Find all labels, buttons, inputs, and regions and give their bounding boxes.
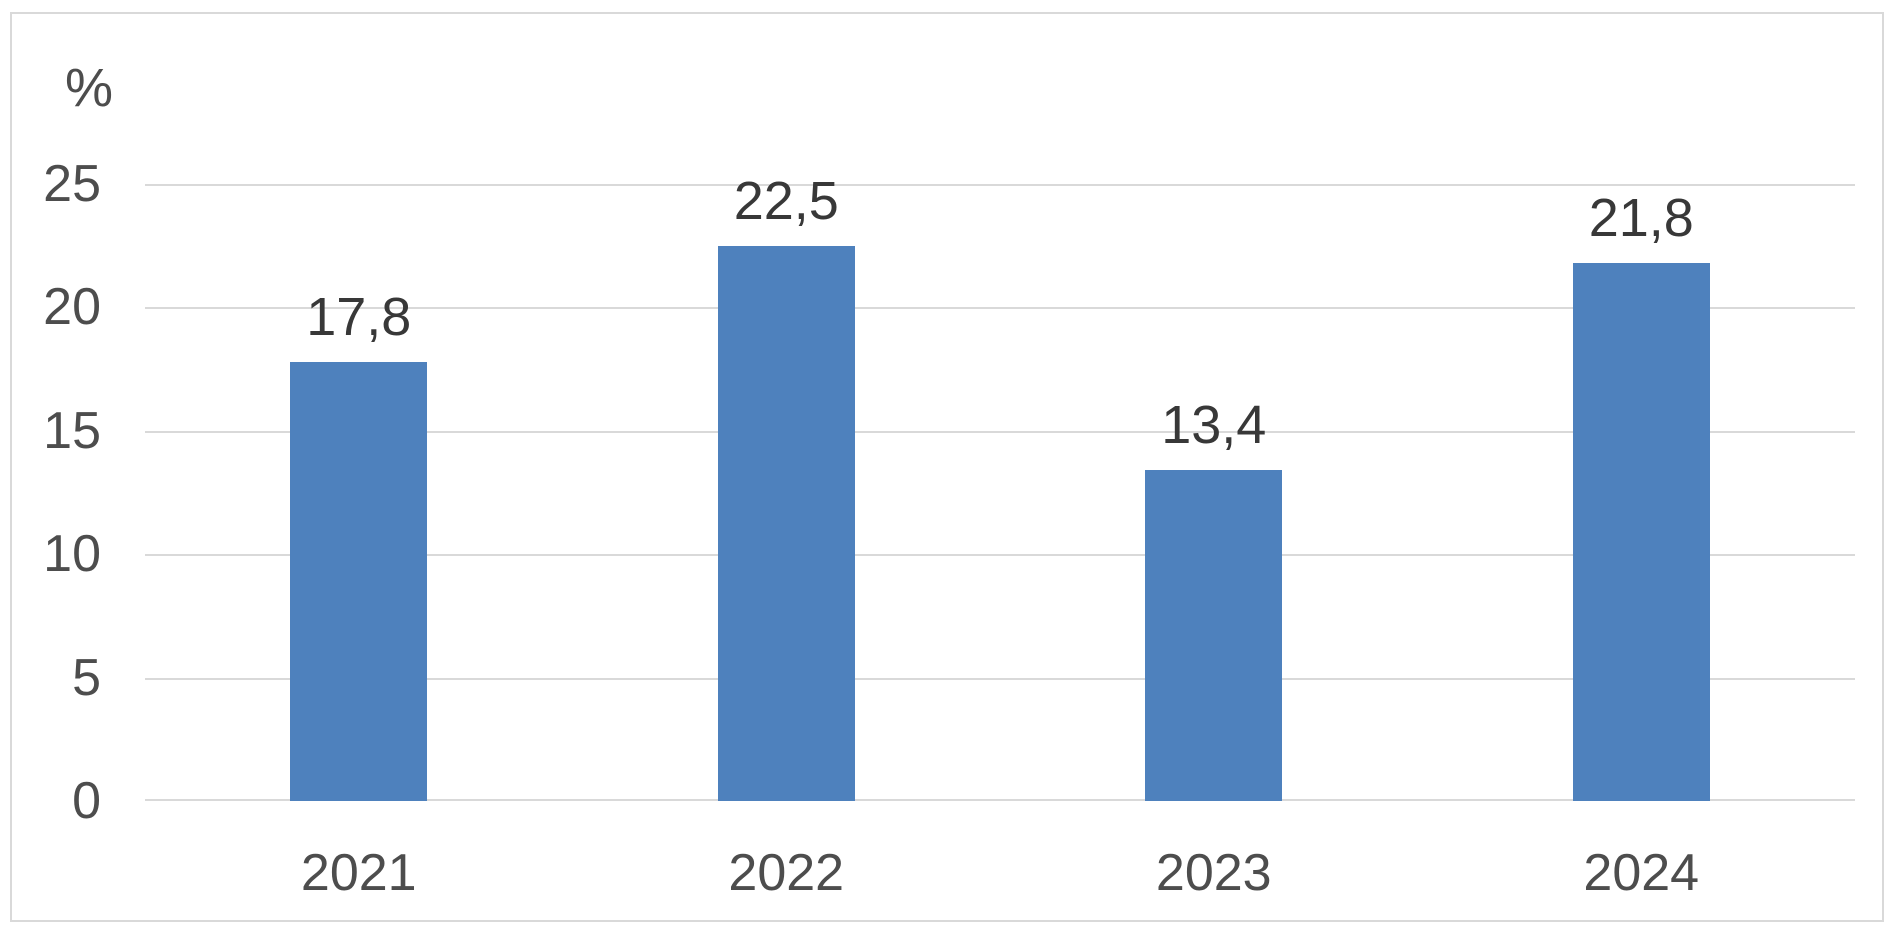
- y-tick-label-20: 20: [43, 278, 101, 337]
- gridline-y-15: [145, 430, 1855, 433]
- y-tick-label-15: 15: [43, 401, 101, 460]
- x-tick-label-2023: 2023: [1155, 844, 1272, 902]
- bar-2021: [290, 361, 428, 801]
- bar-value-label-2022: 22,5: [733, 170, 839, 231]
- y-tick-label-5: 5: [72, 648, 101, 707]
- y-axis: 0 5 10 15 20 25: [12, 156, 107, 829]
- y-tick-label-0: 0: [72, 772, 101, 830]
- y-tick-label-10: 10: [43, 525, 101, 584]
- bar-value-label-2023: 13,4: [1161, 395, 1267, 456]
- bar-value-label-2024: 21,8: [1588, 187, 1694, 248]
- bar-2022: [717, 245, 855, 801]
- gridline-y-0: [145, 799, 1855, 801]
- gridline-y-20: [145, 307, 1855, 310]
- y-tick-label-25: 25: [43, 155, 101, 213]
- x-tick-label-2024: 2024: [1583, 844, 1700, 902]
- y-axis-unit-label: %: [64, 58, 113, 118]
- bar-value-label-2021: 17,8: [306, 286, 412, 347]
- plot-area: 17,8 22,5 13,4 21,8: [145, 172, 1855, 801]
- bar-2023: [1145, 470, 1283, 801]
- x-tick-label-2021: 2021: [300, 844, 417, 902]
- bar-2024: [1572, 262, 1710, 801]
- chart-frame: % 0 5 10 15 20 25 17,8 22,5 13,4 21,8 2021 2022 20…: [10, 12, 1884, 922]
- gridline-y-5: [145, 677, 1855, 680]
- gridline-y-10: [145, 554, 1855, 557]
- gridline-y-25: [145, 184, 1855, 186]
- x-tick-label-2022: 2022: [728, 844, 845, 902]
- x-axis: 2021 2022 2023 2024: [145, 844, 1855, 914]
